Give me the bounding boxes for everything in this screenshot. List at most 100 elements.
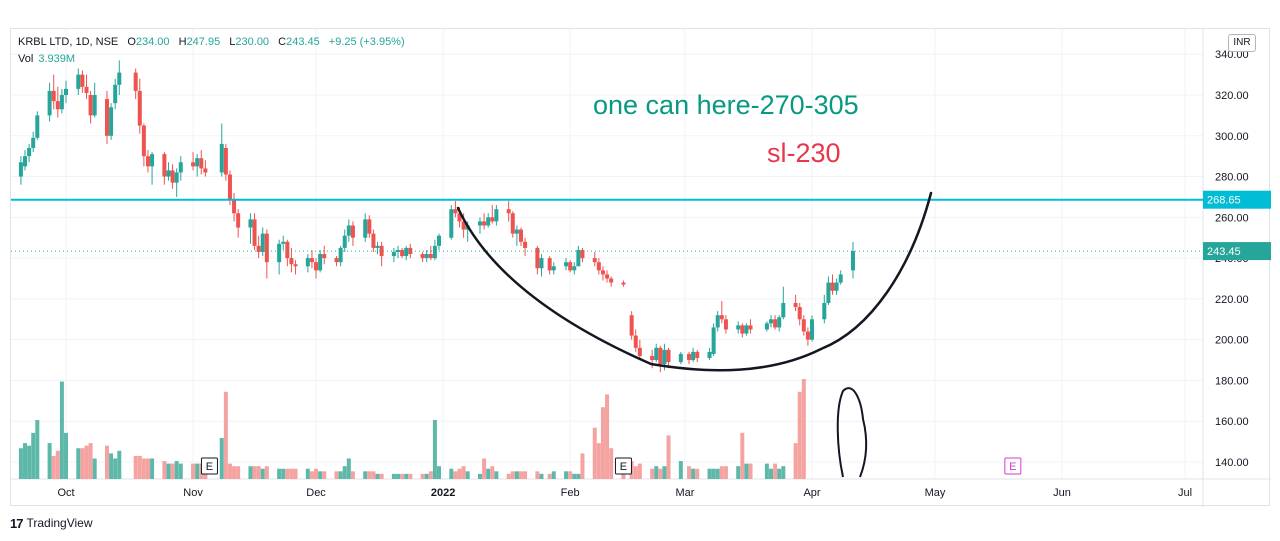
ohlc-row: KRBL LTD, 1D, NSE O234.00 H247.95 L230.0… [18,34,405,51]
candle-body [59,95,64,110]
volume-bar [707,468,712,479]
candle-body [769,319,774,324]
candle-body [137,90,142,126]
candle-body [572,266,577,271]
volume-bar [777,468,782,479]
candle-body [486,217,491,226]
volume-bar [678,461,683,479]
volume-bar [477,473,482,479]
earnings-marker-label: E [1009,461,1016,473]
candle-body [576,249,581,267]
volume-bar [137,455,142,479]
volume-bar [55,450,60,479]
candle-body [338,247,343,263]
candle-body [633,335,638,348]
candle-body [453,209,458,214]
y-tick-label: 340.00 [1215,49,1249,61]
candle-body [482,221,487,226]
volume-bar [592,427,597,479]
candle-body [227,174,232,199]
volume-bar [420,473,425,479]
candle-body [518,229,523,242]
volume-bar [391,473,396,479]
volume-bar [695,468,700,479]
candle-body [35,115,40,138]
chart-frame[interactable]: Oct Nov Dec 2022 Feb Mar Apr May Jun Jul 140.00 160… [10,28,1271,507]
candle-body [178,162,183,173]
tradingview-branding[interactable]: 17 TradingView [10,514,93,532]
volume-bar [338,471,343,479]
volume-bar [31,432,36,479]
volume-bar [764,463,769,479]
candle-body [145,156,150,167]
volume-bar [309,471,314,479]
candle-body [592,258,597,263]
candle-body [740,325,745,334]
y-tick-label: 300.00 [1215,131,1249,143]
candle-body [838,274,843,283]
y-tick-label: 160.00 [1215,416,1249,428]
volume-bar [285,468,290,479]
volume-bar [437,466,441,479]
volume-bar [371,471,376,479]
candlestick-chart[interactable]: Oct Nov Dec 2022 Feb Mar Apr May Jun Jul 140.00 160… [11,29,1271,507]
volume-bar [576,473,581,479]
candle-body [666,349,671,363]
candle-body [203,168,208,173]
volume-bar [658,468,663,479]
candle-body [199,158,204,169]
volume-bar [76,448,81,479]
candle-body [391,251,396,257]
candle-body [47,90,52,116]
currency-badge[interactable]: INR [1228,34,1256,52]
close-value: 243.45 [286,36,320,48]
candle-body [494,209,499,222]
x-tick-label: Feb [561,487,580,499]
volume-bar [170,463,175,479]
candle-body [248,219,253,228]
candle-body [834,282,839,291]
candle-body [654,347,659,361]
volume-bar [539,473,544,479]
volume-bar [109,453,114,479]
volume-bar [523,471,528,479]
volume-row: Vol 3.939M [18,51,405,68]
candle-body [305,258,310,267]
tradingview-name: TradingView [26,516,93,530]
open-value: 234.00 [135,36,170,48]
volume-bar [27,445,32,479]
volume-bar [379,473,384,479]
candle-body [457,213,462,222]
candle-body [449,209,454,238]
candle-body [92,95,97,116]
volume-bar [322,471,327,479]
volume-bar [281,468,286,479]
candle-body [477,221,482,226]
candle-body [826,282,831,303]
candle-body [264,233,269,263]
volume-bar [654,466,659,479]
volume-bar [518,471,523,479]
candle-body [55,101,60,110]
volume-bar [252,466,257,479]
candle-body [322,254,327,259]
volume-bar [133,455,138,479]
candle-body [51,90,56,102]
volume-bar [84,445,89,479]
volume-bar [256,466,261,479]
candle-body [260,233,265,252]
candle-body [309,258,314,263]
candle-body [408,247,413,255]
volume-bar [482,458,487,479]
earnings-marker [614,457,632,475]
volume-bar [514,471,519,479]
candle-body [510,213,515,234]
volume-bar [162,461,167,479]
x-tick-label: Jul [1178,487,1192,499]
candle-body [535,247,540,269]
high-value: 247.95 [186,36,221,48]
high-label: H [178,36,187,48]
candle-body [609,278,614,283]
candle-body [314,262,319,271]
volume-bar [428,471,433,479]
